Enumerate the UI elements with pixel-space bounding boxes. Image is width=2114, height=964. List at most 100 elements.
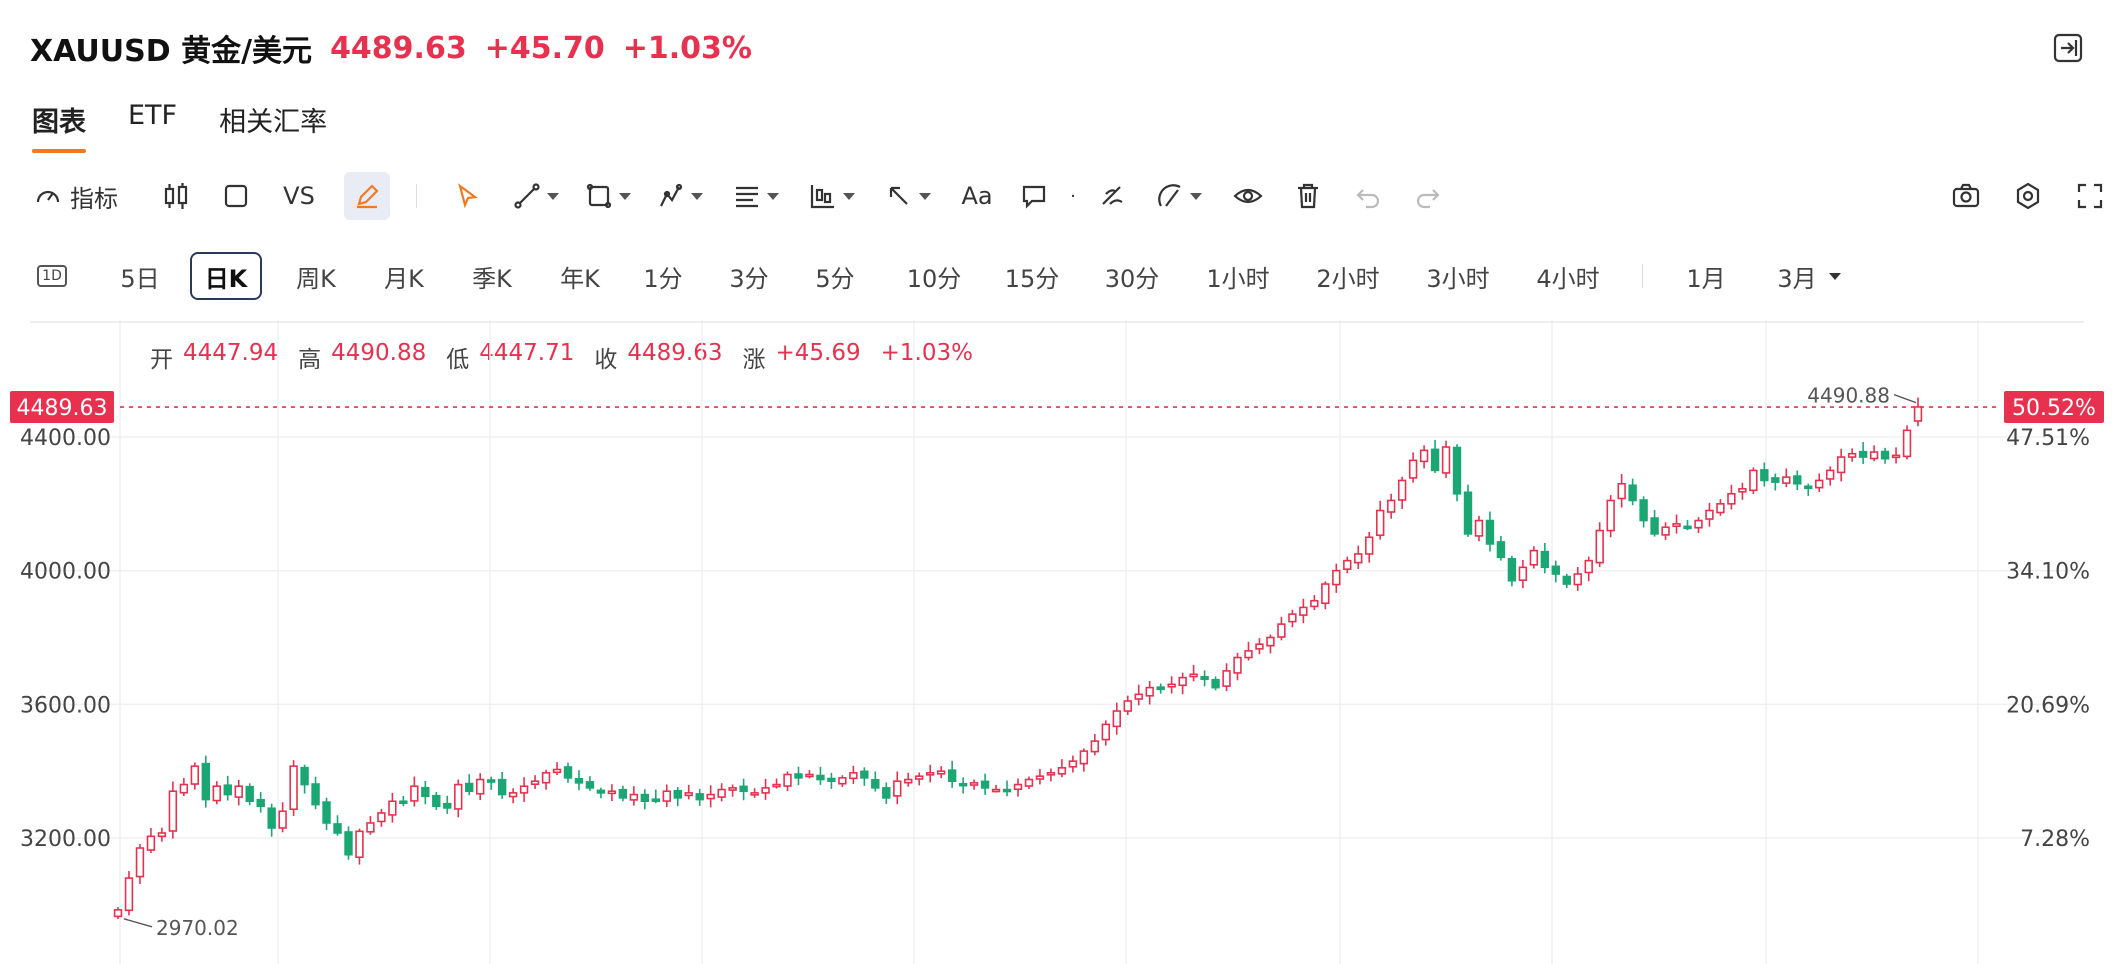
period-yearly[interactable]: 年K xyxy=(560,264,600,293)
period-1min[interactable]: 1分 xyxy=(643,264,683,293)
candle-body xyxy=(574,778,584,784)
period-weekly[interactable]: 周K xyxy=(296,264,336,293)
period-monthly[interactable]: 月K xyxy=(384,264,424,293)
lock-drawings-button[interactable] xyxy=(1150,172,1208,220)
candle-body xyxy=(135,847,145,878)
candle-body xyxy=(190,765,200,785)
period-1month[interactable]: 1月 xyxy=(1686,264,1726,293)
redo-button[interactable] xyxy=(1408,172,1448,220)
quote-header: XAUUSD 黄金/美元 4489.63 +45.70 +1.03% xyxy=(30,26,752,70)
candle-body xyxy=(1057,767,1067,775)
candle-body xyxy=(794,773,803,779)
candle-body xyxy=(1880,450,1890,460)
open-value: 4447.94 xyxy=(183,340,279,366)
candle-body xyxy=(1079,750,1089,765)
tab-related-fx[interactable]: 相关汇率 xyxy=(219,107,328,138)
period-10min[interactable]: 10分 xyxy=(906,264,962,293)
line-tool-button[interactable] xyxy=(508,172,564,220)
visibility-button[interactable] xyxy=(1226,172,1270,220)
comment-tool-button[interactable] xyxy=(1014,172,1054,220)
candle-body xyxy=(1430,448,1440,472)
magnet-draw-icon xyxy=(1102,186,1123,205)
candle-body xyxy=(421,786,430,798)
period-15min[interactable]: 15分 xyxy=(1004,264,1060,293)
candle-body xyxy=(289,765,298,811)
candle-body xyxy=(256,798,265,808)
compare-button[interactable]: VS xyxy=(283,182,315,210)
candle-body xyxy=(146,835,156,851)
delete-drawings-button[interactable] xyxy=(1288,172,1328,220)
period-5min[interactable]: 5分 xyxy=(815,264,855,293)
camera-icon xyxy=(1952,183,1980,208)
candle-body xyxy=(761,787,770,794)
indicators-button[interactable]: 指标 xyxy=(30,172,122,220)
period-3min[interactable]: 3分 xyxy=(729,264,769,293)
candle-body xyxy=(541,772,551,784)
candle-body xyxy=(1068,760,1078,768)
change-value: +45.69 xyxy=(775,340,861,366)
period-3month-dropdown[interactable]: 3月 xyxy=(1764,252,1854,300)
undo-button[interactable] xyxy=(1348,172,1388,220)
text-tool-button[interactable]: Aa xyxy=(961,182,993,210)
select-cursor-button[interactable] xyxy=(448,172,488,220)
y-tick-label: 3200.00 xyxy=(20,827,111,852)
period-30min[interactable]: 30分 xyxy=(1104,264,1160,293)
magnet-button[interactable] xyxy=(1090,172,1134,220)
draw-pen-button[interactable] xyxy=(344,172,390,220)
tab-chart[interactable]: 图表 xyxy=(32,100,86,153)
period-1h[interactable]: 1小时 xyxy=(1206,264,1270,293)
candle-body xyxy=(1397,479,1407,501)
redo-icon xyxy=(1416,189,1440,209)
candle-body xyxy=(1233,656,1242,674)
candle-body xyxy=(783,773,792,787)
exit-fullscreen-button[interactable] xyxy=(2052,32,2084,64)
candle-body xyxy=(1738,487,1747,493)
candle-body xyxy=(399,800,408,805)
period-quarterly[interactable]: 季K xyxy=(472,264,512,293)
fibonacci-icon xyxy=(736,186,758,208)
candle-body xyxy=(1222,670,1231,687)
bar-pattern-icon xyxy=(810,185,834,209)
candle-body xyxy=(245,785,254,803)
candle-type-button[interactable] xyxy=(156,172,196,220)
candle-body xyxy=(377,812,386,823)
candle-body xyxy=(915,775,924,780)
max-leader-line xyxy=(1893,393,1917,404)
candle-body xyxy=(1123,700,1132,712)
settings-button[interactable] xyxy=(2008,172,2048,220)
candle-body xyxy=(629,793,639,801)
period-2h[interactable]: 2小时 xyxy=(1316,264,1380,293)
candle-body xyxy=(1705,509,1714,520)
arrow-tool-button[interactable] xyxy=(880,172,936,220)
candle-body xyxy=(717,788,726,798)
close-label: 收 xyxy=(594,347,618,373)
candle-body xyxy=(1463,491,1473,535)
pattern-tool-button[interactable] xyxy=(652,172,708,220)
fullscreen-button[interactable] xyxy=(2070,172,2110,220)
candle-body xyxy=(1595,529,1604,564)
tab-etf[interactable]: ETF xyxy=(128,100,178,131)
period-selector: 1D 5日 日K 周K 月K 季K 年K 1分 3分 5分 10分 15分 30… xyxy=(30,252,2090,302)
screenshot-button[interactable] xyxy=(1946,172,1986,220)
projection-tool-button[interactable] xyxy=(804,172,860,220)
period-5d[interactable]: 5日 xyxy=(120,264,160,293)
candlestick-chart[interactable]: 4400.00 47.51% 4000.00 34.10% 3600.00 20.69% 3… xyxy=(0,320,2114,964)
candle-body xyxy=(1386,499,1396,513)
fib-tool-button[interactable] xyxy=(728,172,784,220)
candle-body xyxy=(969,782,979,786)
change-label: 涨 xyxy=(742,347,766,373)
period-daily[interactable]: 日K xyxy=(190,252,262,300)
candle-body xyxy=(1496,541,1506,559)
change-pct-value: +1.03% xyxy=(880,340,973,366)
current-pct-tag xyxy=(2004,391,2104,424)
period-3h[interactable]: 3小时 xyxy=(1426,264,1490,293)
candle-body xyxy=(344,831,353,856)
min-price-label: 2970.02 xyxy=(156,916,239,940)
period-4h[interactable]: 4小时 xyxy=(1536,264,1600,293)
candle-body xyxy=(1573,573,1582,586)
shape-tool-button[interactable] xyxy=(580,172,636,220)
period-1d-icon-button[interactable]: 1D xyxy=(30,252,74,300)
candle-body xyxy=(585,781,595,789)
chart-style-button[interactable] xyxy=(216,172,256,220)
chevron-down-icon xyxy=(1828,272,1841,280)
